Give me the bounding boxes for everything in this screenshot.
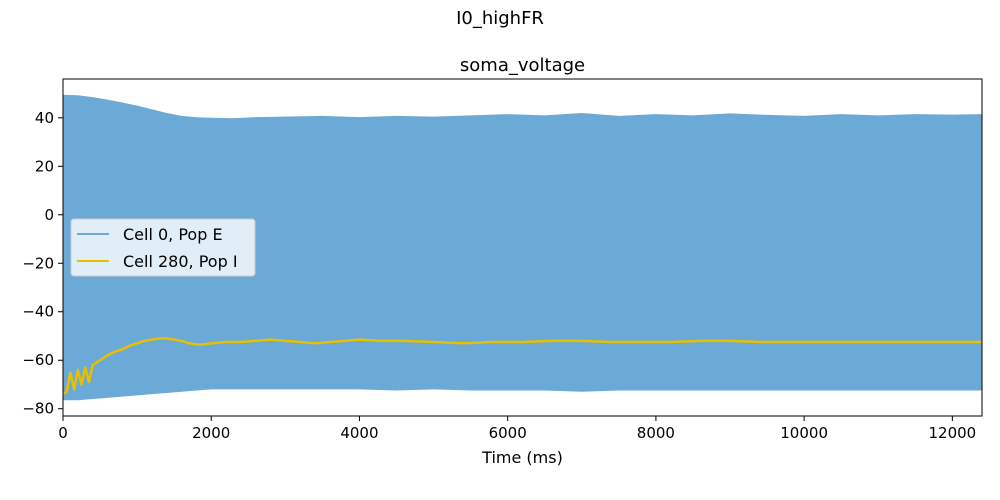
- axes-title: soma_voltage: [460, 55, 585, 76]
- x-tick-label: 4000: [340, 424, 378, 442]
- legend-box: [70, 218, 256, 277]
- x-tick-label: 10000: [780, 424, 828, 442]
- x-tick-label: 8000: [637, 424, 675, 442]
- y-tick-label: −20: [22, 254, 54, 272]
- y-tick-label: −40: [22, 303, 54, 321]
- series-cell-0-pop-e: [63, 94, 982, 401]
- x-tick-label: 12000: [928, 424, 976, 442]
- plot-area: [62, 94, 982, 401]
- y-tick-label: 20: [35, 157, 54, 175]
- y-tick-label: −60: [22, 351, 54, 369]
- y-tick-label: 0: [44, 206, 54, 224]
- x-tick-label: 6000: [489, 424, 527, 442]
- series-cell-280-pop-i: [62, 337, 982, 396]
- legend-label-cell-280-pop-i: Cell 280, Pop I: [123, 252, 238, 271]
- axes-frame: [62, 78, 983, 417]
- y-axis: −80 −60 −40 −20 0 20 40: [22, 109, 63, 418]
- legend[interactable]: Cell 0, Pop E Cell 280, Pop I: [70, 218, 256, 277]
- x-tick-label: 2000: [192, 424, 230, 442]
- y-tick-label: 40: [35, 109, 54, 127]
- legend-label-cell-0-pop-e: Cell 0, Pop E: [123, 225, 223, 244]
- x-axis-label: Time (ms): [481, 448, 563, 467]
- x-axis: 0 2000 4000 6000 8000 10000 12000: [58, 416, 976, 442]
- x-tick-label: 0: [58, 424, 68, 442]
- figure-suptitle: I0_highFR: [456, 8, 544, 29]
- y-tick-label: −80: [22, 400, 54, 418]
